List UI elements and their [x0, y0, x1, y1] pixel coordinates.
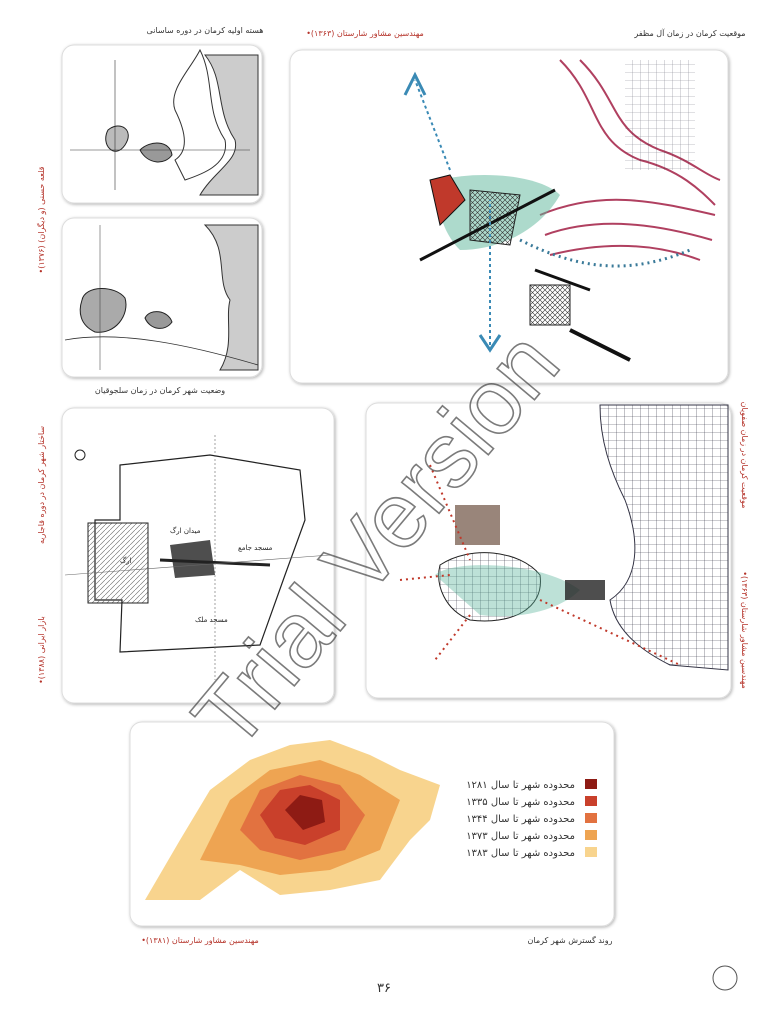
map-shape: [199, 54, 259, 196]
source: •مهندسین مشاور شارستان (۱۳۸۱): [141, 936, 259, 945]
map-label: میدان ارگ: [170, 526, 201, 535]
growth-area: [285, 795, 325, 830]
map-shape: [429, 464, 471, 561]
map-qajar: میدان ارگ مسجد جامع مسجد ملک ارگ: [61, 407, 335, 704]
map-shape: [438, 552, 541, 622]
map-shape: [539, 599, 681, 666]
source: •مهندسین مشاور شارستان (۱۳۶۳): [306, 29, 424, 38]
map-label: ارگ: [120, 556, 132, 565]
map-shape: [569, 328, 631, 362]
map-shape: [455, 505, 500, 545]
map-shape: [625, 60, 695, 170]
map-shape: [139, 142, 173, 163]
map-growth: محدوده شهر تا سال ۱۲۸۱ محدوده شهر تا سال …: [129, 721, 615, 927]
legend-swatch: [585, 830, 597, 840]
map-sasanian: [61, 44, 263, 204]
map-shape: [61, 44, 263, 204]
caption: موقعیت کرمان در زمان صفویان: [740, 402, 749, 509]
source: •بازار ایرانی (۱۳۸۸): [37, 616, 46, 684]
map-label: مسجد ملک: [195, 616, 228, 624]
source: •قلعه حسنی (و دیگران) (۱۳۷۶): [36, 166, 46, 273]
legend-swatch: [585, 847, 597, 857]
map-shape: [64, 336, 259, 366]
source: •مهندسین مشاور شارستان (۱۳۶۳): [740, 571, 749, 689]
legend-label: محدوده شهر تا سال ۱۲۸۱: [466, 780, 575, 791]
map-shape: [105, 125, 129, 152]
caption: ساختار شهر کرمان در دوره قاجاریه: [37, 426, 46, 544]
map-mozaffarid: [289, 49, 729, 384]
caption: وضعیت شهر کرمان در زمان سلجوقیان: [95, 386, 225, 395]
map-shape: [599, 404, 729, 671]
map-shape: [403, 71, 427, 96]
map-shape: [469, 189, 521, 246]
logo: [712, 965, 738, 991]
map-label: مسجد جامع: [238, 544, 273, 552]
caption: موقعیت کرمان در زمان آل مظفر: [633, 28, 745, 38]
map-shape: [565, 580, 605, 600]
map-shape: [74, 449, 86, 461]
map-shape: [534, 268, 591, 292]
map-shape: [419, 188, 556, 262]
legend-label: محدوده شهر تا سال ۱۳۷۳: [466, 831, 575, 842]
map-shape: [144, 311, 173, 329]
map-shape: [529, 284, 571, 326]
map-safavid: [365, 402, 732, 699]
map-shape: [429, 174, 466, 226]
map-shape: [399, 574, 451, 581]
map-shape: [94, 454, 306, 653]
legend-swatch: [585, 779, 597, 789]
legend-label: محدوده شهر تا سال ۱۳۸۳: [466, 848, 575, 859]
legend-label: محدوده شهر تا سال ۱۳۴۴: [466, 814, 575, 825]
map-shape: [414, 79, 451, 171]
legend-swatch: [585, 796, 597, 806]
map-shape: [203, 224, 259, 371]
map-shape: [79, 288, 127, 333]
map-seljuk: [61, 217, 263, 378]
map-shape: [173, 48, 226, 181]
map-shape: [87, 522, 149, 604]
legend-swatch: [585, 813, 597, 823]
map-shape: [435, 565, 580, 617]
map-shape: [170, 540, 215, 578]
caption: روند گسترش شهر کرمان: [528, 935, 613, 945]
map-shape: [64, 554, 331, 576]
map-shape: [539, 198, 716, 261]
legend: محدوده شهر تا سال ۱۲۸۱ محدوده شهر تا سال …: [466, 779, 597, 859]
legend-label: محدوده شهر تا سال ۱۳۳۵: [466, 797, 575, 808]
caption: هسته اولیه کرمان در دوره ساسانی: [147, 26, 264, 35]
map-shape: [478, 334, 502, 353]
page-number: ۳۶: [377, 981, 391, 996]
